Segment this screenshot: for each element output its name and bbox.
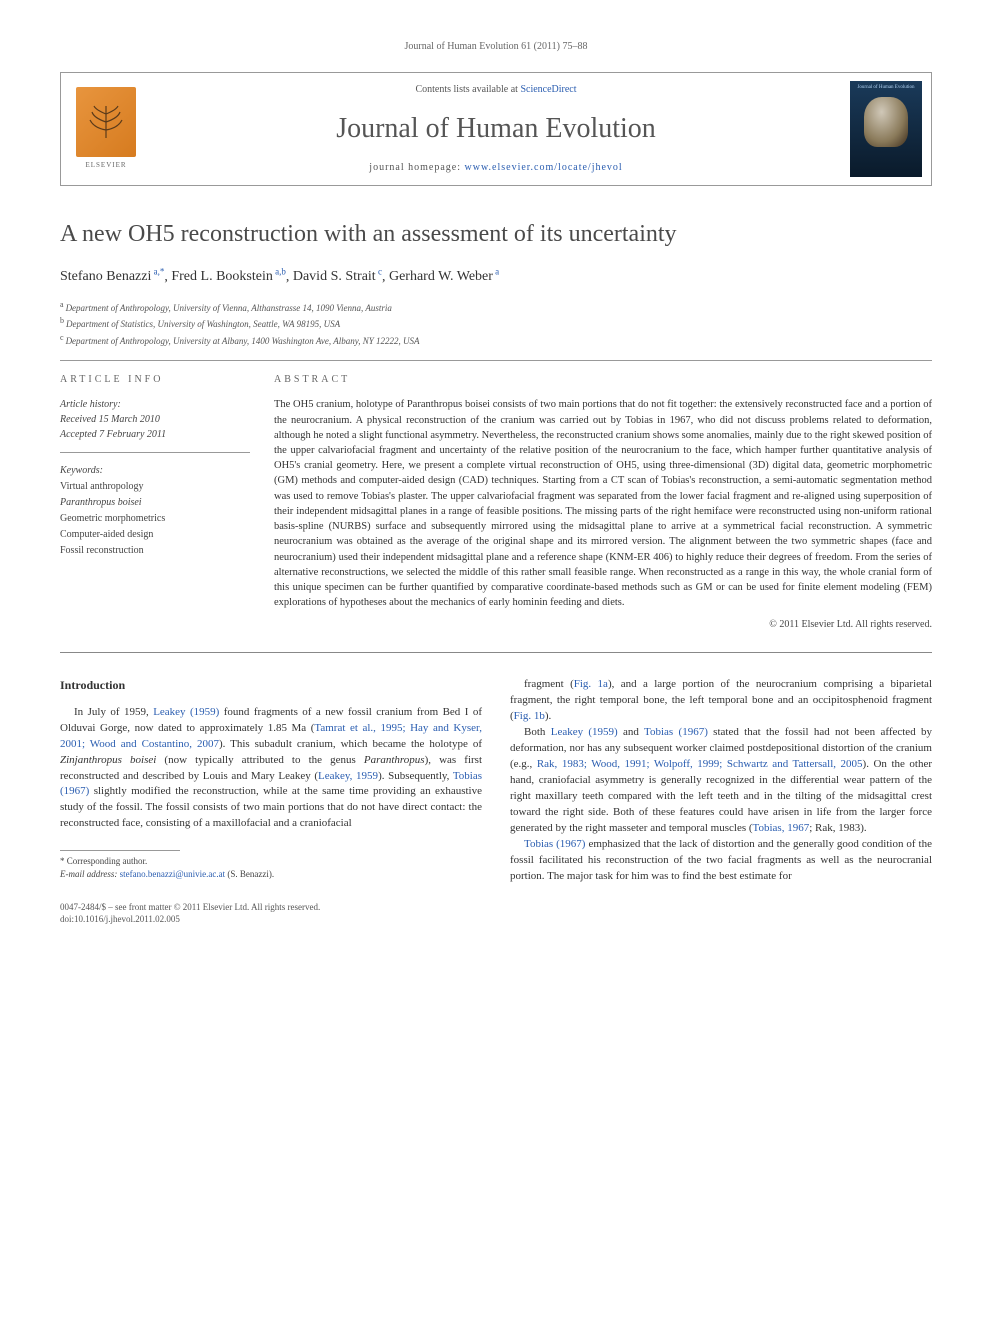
homepage-link[interactable]: www.elsevier.com/locate/jhevol	[465, 162, 623, 173]
keyword: Paranthropus boisei	[60, 495, 250, 511]
cover-skull-icon	[864, 97, 908, 147]
author-affiliation-marker: a	[493, 267, 499, 277]
bottom-left: 0047-2484/$ – see front matter © 2011 El…	[60, 901, 320, 926]
article-info: ARTICLE INFO Article history: Received 1…	[60, 373, 250, 632]
contents-prefix: Contents lists available at	[415, 84, 520, 95]
homepage-line: journal homepage: www.elsevier.com/locat…	[159, 161, 833, 175]
doi-line: doi:10.1016/j.jhevol.2011.02.005	[60, 913, 320, 926]
body-paragraph: fragment (Fig. 1a), and a large portion …	[510, 677, 932, 725]
keyword: Virtual anthropology	[60, 479, 250, 495]
body-paragraph: Both Leakey (1959) and Tobias (1967) sta…	[510, 725, 932, 837]
cover-title: Journal of Human Evolution	[857, 85, 914, 91]
journal-cover-thumbnail: Journal of Human Evolution	[850, 81, 922, 177]
journal-name: Journal of Human Evolution	[159, 109, 833, 148]
footnotes: * Corresponding author. E-mail address: …	[60, 855, 482, 880]
abstract-text: The OH5 cranium, holotype of Paranthropu…	[274, 397, 932, 610]
body-columns: Introduction In July of 1959, Leakey (19…	[60, 677, 932, 884]
abstract-copyright: © 2011 Elsevier Ltd. All rights reserved…	[274, 618, 932, 632]
keywords: Keywords: Virtual anthropologyParanthrop…	[60, 463, 250, 559]
article-info-label: ARTICLE INFO	[60, 373, 250, 387]
author: Stefano Benazzi a,*	[60, 269, 164, 284]
author: Fred L. Bookstein a,b	[171, 269, 286, 284]
abstract: ABSTRACT The OH5 cranium, holotype of Pa…	[274, 373, 932, 632]
issn-line: 0047-2484/$ – see front matter © 2011 El…	[60, 901, 320, 914]
article-title: A new OH5 reconstruction with an assessm…	[60, 218, 932, 252]
running-header: Journal of Human Evolution 61 (2011) 75–…	[60, 40, 932, 54]
masthead: ELSEVIER Contents lists available at Sci…	[60, 72, 932, 186]
body-paragraph: Tobias (1967) emphasized that the lack o…	[510, 837, 932, 885]
column-right: fragment (Fig. 1a), and a large portion …	[510, 677, 932, 884]
divider	[60, 360, 932, 361]
received-date: Received 15 March 2010	[60, 412, 250, 427]
homepage-prefix: journal homepage:	[369, 162, 464, 173]
author-affiliation-marker: a,*	[151, 267, 164, 277]
footnote-rule	[60, 850, 180, 851]
article-history: Article history: Received 15 March 2010 …	[60, 397, 250, 453]
corresponding-note: * Corresponding author.	[60, 855, 482, 868]
author-affiliation-marker: a,b	[273, 267, 286, 277]
keyword: Geometric morphometrics	[60, 511, 250, 527]
email-label: E-mail address:	[60, 869, 120, 879]
body-paragraph: In July of 1959, Leakey (1959) found fra…	[60, 705, 482, 833]
page-container: Journal of Human Evolution 61 (2011) 75–…	[0, 0, 992, 956]
column-left: Introduction In July of 1959, Leakey (19…	[60, 677, 482, 884]
keyword: Fossil reconstruction	[60, 543, 250, 559]
bottom-bar: 0047-2484/$ – see front matter © 2011 El…	[60, 901, 932, 926]
email-link[interactable]: stefano.benazzi@univie.ac.at	[120, 869, 226, 879]
abstract-label: ABSTRACT	[274, 373, 932, 387]
author-list: Stefano Benazzi a,*, Fred L. Bookstein a…	[60, 266, 932, 287]
affiliation: a Department of Anthropology, University…	[60, 299, 932, 316]
sciencedirect-link[interactable]: ScienceDirect	[520, 84, 576, 95]
publisher-logo-box: ELSEVIER	[61, 73, 151, 185]
intro-heading: Introduction	[60, 677, 482, 694]
history-label: Article history:	[60, 397, 250, 412]
affiliation-list: a Department of Anthropology, University…	[60, 299, 932, 349]
email-line: E-mail address: stefano.benazzi@univie.a…	[60, 868, 482, 881]
keyword: Computer-aided design	[60, 527, 250, 543]
publisher-name: ELSEVIER	[85, 161, 126, 171]
contents-line: Contents lists available at ScienceDirec…	[159, 83, 833, 97]
email-suffix: (S. Benazzi).	[225, 869, 274, 879]
affiliation: b Department of Statistics, University o…	[60, 315, 932, 332]
affiliation: c Department of Anthropology, University…	[60, 332, 932, 349]
elsevier-tree-icon	[76, 87, 136, 157]
author-affiliation-marker: c	[376, 267, 382, 277]
author: Gerhard W. Weber a	[389, 269, 499, 284]
author: David S. Strait c	[293, 269, 382, 284]
divider	[60, 652, 932, 653]
accepted-date: Accepted 7 February 2011	[60, 427, 250, 442]
info-abstract-row: ARTICLE INFO Article history: Received 1…	[60, 373, 932, 632]
keywords-label: Keywords:	[60, 463, 250, 479]
journal-cover-box: Journal of Human Evolution	[841, 73, 931, 185]
masthead-center: Contents lists available at ScienceDirec…	[151, 73, 841, 185]
